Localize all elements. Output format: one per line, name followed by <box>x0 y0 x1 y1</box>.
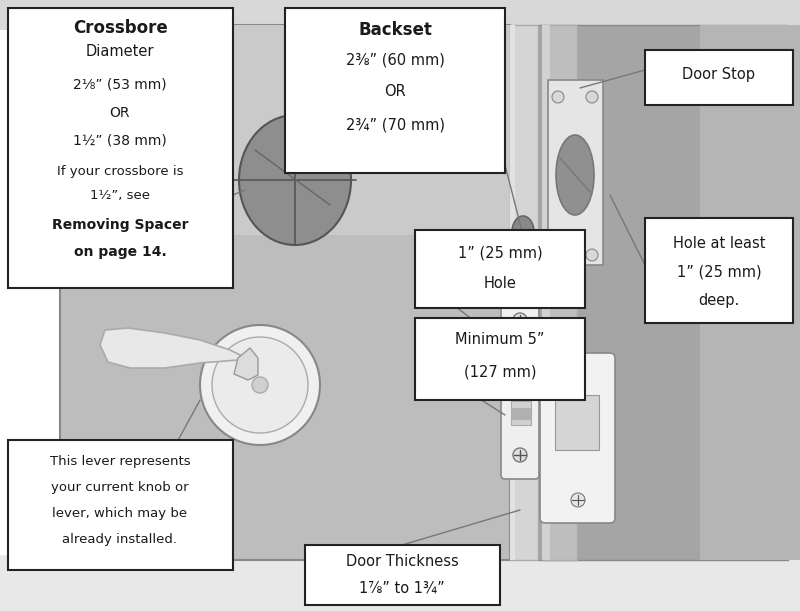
Text: Removing Spacer: Removing Spacer <box>52 218 188 232</box>
Circle shape <box>586 91 598 103</box>
Text: 2⅜” (60 mm): 2⅜” (60 mm) <box>346 53 445 67</box>
Text: OR: OR <box>110 106 130 120</box>
Text: already installed.: already installed. <box>62 533 178 546</box>
Text: 1½” (38 mm): 1½” (38 mm) <box>73 133 167 147</box>
Bar <box>415 318 585 400</box>
Bar <box>511 408 531 420</box>
Bar <box>60 25 510 235</box>
Text: on page 14.: on page 14. <box>74 245 166 259</box>
Text: This lever represents: This lever represents <box>50 455 190 469</box>
Circle shape <box>571 493 585 507</box>
Bar <box>510 25 515 560</box>
Bar <box>8 8 233 288</box>
Bar <box>60 25 510 560</box>
Circle shape <box>200 325 320 445</box>
FancyBboxPatch shape <box>501 296 539 479</box>
Text: Door Thickness: Door Thickness <box>346 555 458 569</box>
Text: deep.: deep. <box>698 293 740 307</box>
Text: Backset: Backset <box>358 21 432 39</box>
Text: Hole: Hole <box>483 276 517 290</box>
Bar <box>645 218 793 323</box>
Bar <box>542 25 577 560</box>
Ellipse shape <box>556 135 594 215</box>
Circle shape <box>552 91 564 103</box>
Text: lever, which may be: lever, which may be <box>53 508 187 521</box>
Bar <box>542 25 550 560</box>
Bar <box>700 25 800 560</box>
Text: OR: OR <box>384 84 406 100</box>
Circle shape <box>513 448 527 462</box>
Ellipse shape <box>239 115 351 245</box>
Circle shape <box>252 377 268 393</box>
Polygon shape <box>100 328 255 368</box>
Bar <box>548 80 603 265</box>
Circle shape <box>586 249 598 261</box>
FancyBboxPatch shape <box>540 353 615 523</box>
Polygon shape <box>234 348 258 380</box>
Text: Door Stop: Door Stop <box>682 67 755 82</box>
Bar <box>60 25 510 230</box>
Circle shape <box>212 337 308 433</box>
Bar <box>8 440 233 570</box>
Text: 1” (25 mm): 1” (25 mm) <box>677 265 762 279</box>
Ellipse shape <box>523 349 537 371</box>
Bar <box>285 8 505 173</box>
Text: 1½”, see: 1½”, see <box>90 189 150 202</box>
Circle shape <box>571 363 585 377</box>
Circle shape <box>513 313 527 327</box>
Circle shape <box>552 249 564 261</box>
Bar <box>511 380 531 425</box>
Text: 1⅞” to 1¾”: 1⅞” to 1¾” <box>359 580 445 596</box>
Bar <box>555 395 599 450</box>
Text: Minimum 5”: Minimum 5” <box>455 332 545 348</box>
Text: 1” (25 mm): 1” (25 mm) <box>458 246 542 260</box>
Text: Diameter: Diameter <box>86 45 154 59</box>
Bar <box>511 390 531 402</box>
Bar <box>415 230 585 308</box>
Text: 2¹⁄₈” (53 mm): 2¹⁄₈” (53 mm) <box>73 78 167 92</box>
Ellipse shape <box>513 346 531 374</box>
Text: Crossbore: Crossbore <box>73 19 167 37</box>
Bar <box>538 25 788 560</box>
Bar <box>645 50 793 105</box>
Text: If your crossbore is: If your crossbore is <box>57 166 183 178</box>
Bar <box>0 555 800 611</box>
Bar <box>60 230 510 560</box>
Bar <box>305 545 500 605</box>
Text: your current knob or: your current knob or <box>51 481 189 494</box>
Text: (127 mm): (127 mm) <box>464 365 536 379</box>
Text: Hole at least: Hole at least <box>673 235 766 251</box>
Text: 2¾” (70 mm): 2¾” (70 mm) <box>346 117 445 133</box>
Ellipse shape <box>512 216 534 248</box>
Bar <box>0 0 800 30</box>
Bar <box>510 25 538 560</box>
